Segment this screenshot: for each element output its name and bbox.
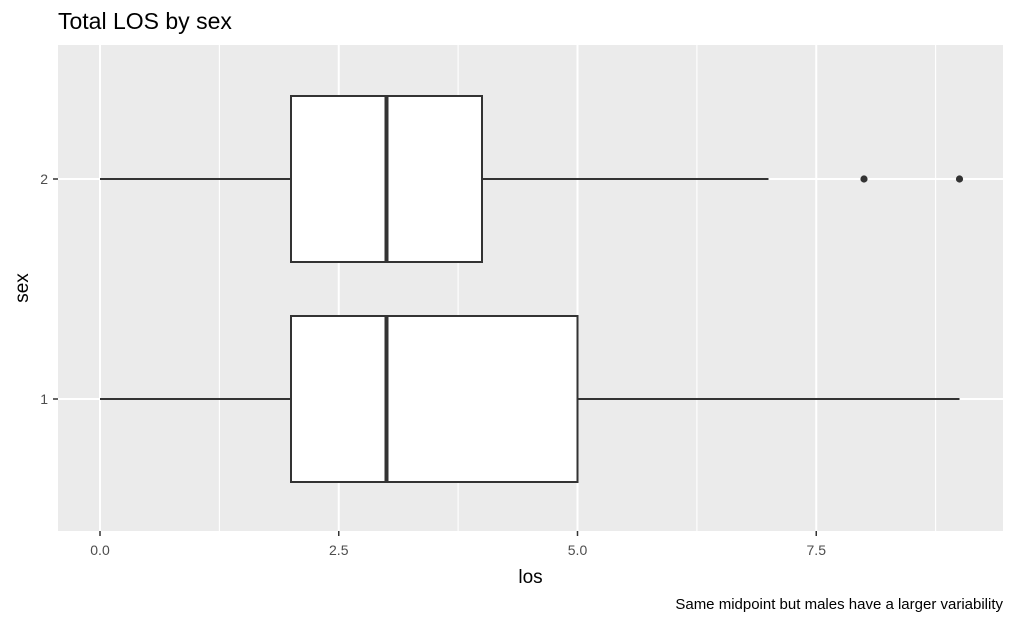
x-tick-label: 2.5 — [329, 542, 349, 558]
x-tick-label: 5.0 — [568, 542, 588, 558]
y-tick-label: 1 — [40, 391, 48, 407]
x-tick-label: 0.0 — [90, 542, 110, 558]
boxes — [100, 95, 964, 483]
y-axis: 12 — [40, 171, 58, 407]
outlier-point — [955, 175, 964, 183]
x-tick-label: 7.5 — [807, 542, 827, 558]
chart-title: Total LOS by sex — [58, 8, 232, 34]
chart-caption: Same midpoint but males have a larger va… — [675, 596, 1003, 613]
box-sex-1 — [100, 315, 960, 483]
box-iqr — [290, 315, 579, 483]
outlier-point — [860, 175, 868, 183]
x-axis: 0.0 2.5 5.0 7.5 — [90, 531, 826, 558]
box-sex-2 — [100, 95, 964, 263]
x-axis-title: los — [518, 567, 542, 588]
y-tick-label: 2 — [40, 171, 48, 187]
y-axis-title: sex — [12, 273, 33, 303]
